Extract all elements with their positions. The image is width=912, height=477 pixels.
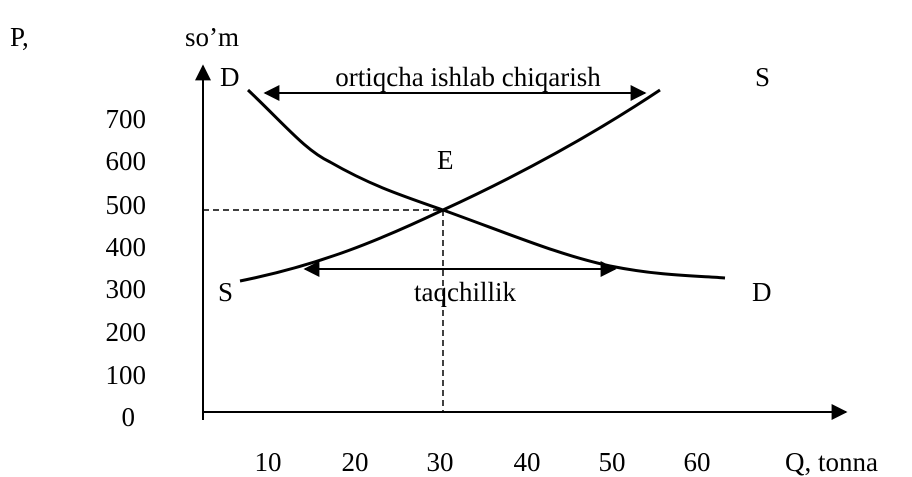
demand-label: D xyxy=(752,277,772,307)
y-tick-label: 700 xyxy=(106,104,147,134)
supply-curve xyxy=(239,88,661,283)
price-label: P, xyxy=(10,22,29,52)
y-tick-label: 200 xyxy=(106,317,147,347)
shortage-label: taqchillik xyxy=(414,277,516,307)
demand-curve xyxy=(246,88,726,280)
y-tick-label: 300 xyxy=(106,274,147,304)
y-tick-label: 600 xyxy=(106,146,147,176)
y-tick-label: 400 xyxy=(106,232,147,262)
surplus-label: ortiqcha ishlab chiqarish xyxy=(335,62,601,92)
unit-label: so’m xyxy=(185,22,239,52)
x-tick-label: 10 xyxy=(255,447,282,477)
x-tick-label: 50 xyxy=(599,447,626,477)
supply-label: S xyxy=(755,62,770,92)
x-tick-label: 60 xyxy=(684,447,711,477)
x-tick-label: 20 xyxy=(342,447,369,477)
x-tick-label: 40 xyxy=(514,447,541,477)
y-tick-label: 500 xyxy=(106,190,147,220)
y-tick-label: 100 xyxy=(106,360,147,390)
x-tick-label: 30 xyxy=(427,447,454,477)
equilibrium-label: E xyxy=(437,145,454,175)
x-axis-label: Q, tonna xyxy=(785,447,878,477)
demand-label: D xyxy=(220,62,240,92)
supply-label: S xyxy=(218,277,233,307)
y-tick-label: 0 xyxy=(122,402,136,432)
